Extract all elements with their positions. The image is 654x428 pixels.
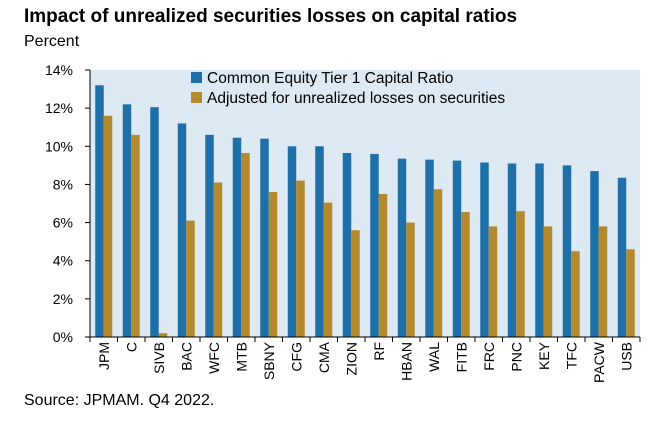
bar-adjusted-tfc (571, 251, 580, 337)
y-tick-label: 6% (53, 215, 73, 231)
bar-adjusted-jpm (103, 115, 113, 338)
bar-ceti-cfg (287, 146, 297, 337)
bar-ceti-sbny (260, 138, 269, 337)
bar-ceti-fitb (452, 160, 462, 337)
x-category-label: MTB (233, 342, 249, 372)
x-category-label: FRC (481, 342, 497, 371)
x-category-label: ZION (343, 342, 359, 375)
bar-adjusted-sbny (268, 192, 278, 337)
bar-ceti-sivb (150, 107, 159, 337)
x-axis: JPM C SIVB BAC WFC MTB SBNY CFG CMA ZION RF HBAN WAL… (89, 336, 641, 383)
bar-adjusted-fitb (461, 212, 470, 337)
bar-adjusted-c (131, 134, 140, 337)
y-tick-label: 10% (45, 138, 73, 154)
bar-adjusted-frc (488, 226, 498, 337)
plot-area (90, 70, 640, 337)
bar-ceti-wfc (205, 134, 214, 337)
bar-adjusted-wfc (213, 182, 223, 337)
legend: Common Equity Tier 1 Capital Ratio Adjus… (191, 70, 505, 107)
x-category-label: C (123, 342, 139, 352)
x-category-label: CFG (288, 342, 304, 372)
y-tick-label: 0% (53, 329, 73, 345)
x-category-label: FITB (453, 342, 469, 372)
x-category-label: SBNY (261, 341, 277, 380)
y-tick-label: 4% (53, 253, 73, 269)
bar-adjusted-zion (351, 230, 360, 337)
bar-adjusted-cfg (296, 180, 305, 337)
bar-ceti-cma (315, 146, 324, 337)
source-note: Source: JPMAM. Q4 2022. (24, 392, 215, 409)
bar-adjusted-usb (626, 249, 635, 337)
x-category-label: PNC (508, 342, 524, 372)
legend-swatch-ceti (191, 72, 202, 83)
bar-ceti-bac (177, 123, 187, 338)
bar-adjusted-pacw (598, 226, 608, 337)
legend-swatch-adjusted (191, 92, 202, 103)
legend-label-adjusted: Adjusted for unrealized losses on securi… (207, 90, 505, 107)
bar-adjusted-sivb (158, 333, 168, 337)
bar-adjusted-cma (323, 202, 333, 337)
bar-adjusted-bac (186, 220, 195, 337)
x-category-label: RF (371, 342, 387, 361)
x-category-label: TFC (563, 342, 579, 369)
bar-ceti-mtb (232, 137, 242, 337)
bar-adjusted-rf (378, 193, 388, 337)
x-category-label: HBAN (398, 342, 414, 381)
x-category-label: KEY (536, 341, 552, 370)
x-category-label: BAC (178, 342, 194, 371)
x-category-label: WAL (426, 342, 442, 372)
bar-ceti-wal (425, 159, 434, 337)
y-tick-label: 2% (53, 291, 73, 307)
bar-ceti-hban (397, 158, 407, 337)
x-category-label: WFC (206, 342, 222, 374)
y-tick-label: 8% (53, 176, 73, 192)
bar-adjusted-mtb (241, 152, 250, 337)
x-category-label: USB (618, 342, 634, 371)
bar-adjusted-pnc (516, 211, 525, 337)
bar-ceti-c (122, 104, 132, 337)
y-tick-label: 14% (45, 62, 73, 78)
bar-adjusted-key (543, 226, 553, 337)
bar-ceti-pnc (507, 163, 517, 337)
bar-ceti-tfc (562, 165, 572, 337)
bar-ceti-zion (342, 152, 352, 337)
chart-title: Impact of unrealized securities losses o… (24, 6, 518, 27)
bar-ceti-jpm (95, 85, 104, 337)
y-tick-label: 12% (45, 100, 73, 116)
x-category-label: CMA (316, 341, 332, 373)
bar-ceti-frc (480, 162, 489, 337)
bar-adjusted-wal (433, 189, 443, 337)
bar-ceti-usb (617, 177, 627, 337)
x-category-label: SIVB (151, 342, 167, 374)
legend-label-ceti: Common Equity Tier 1 Capital Ratio (207, 70, 453, 87)
bar-ceti-pacw (590, 171, 599, 337)
bar-ceti-key (535, 163, 544, 337)
bars-group (95, 85, 635, 338)
x-category-label: JPM (96, 342, 112, 370)
bar-ceti-rf (370, 153, 379, 337)
y-unit-label: Percent (24, 33, 80, 50)
y-axis: 0% 2% 4% 6% 8% 10% 12% 14% (45, 62, 91, 345)
bar-adjusted-hban (406, 222, 415, 337)
x-category-label: PACW (591, 341, 607, 383)
